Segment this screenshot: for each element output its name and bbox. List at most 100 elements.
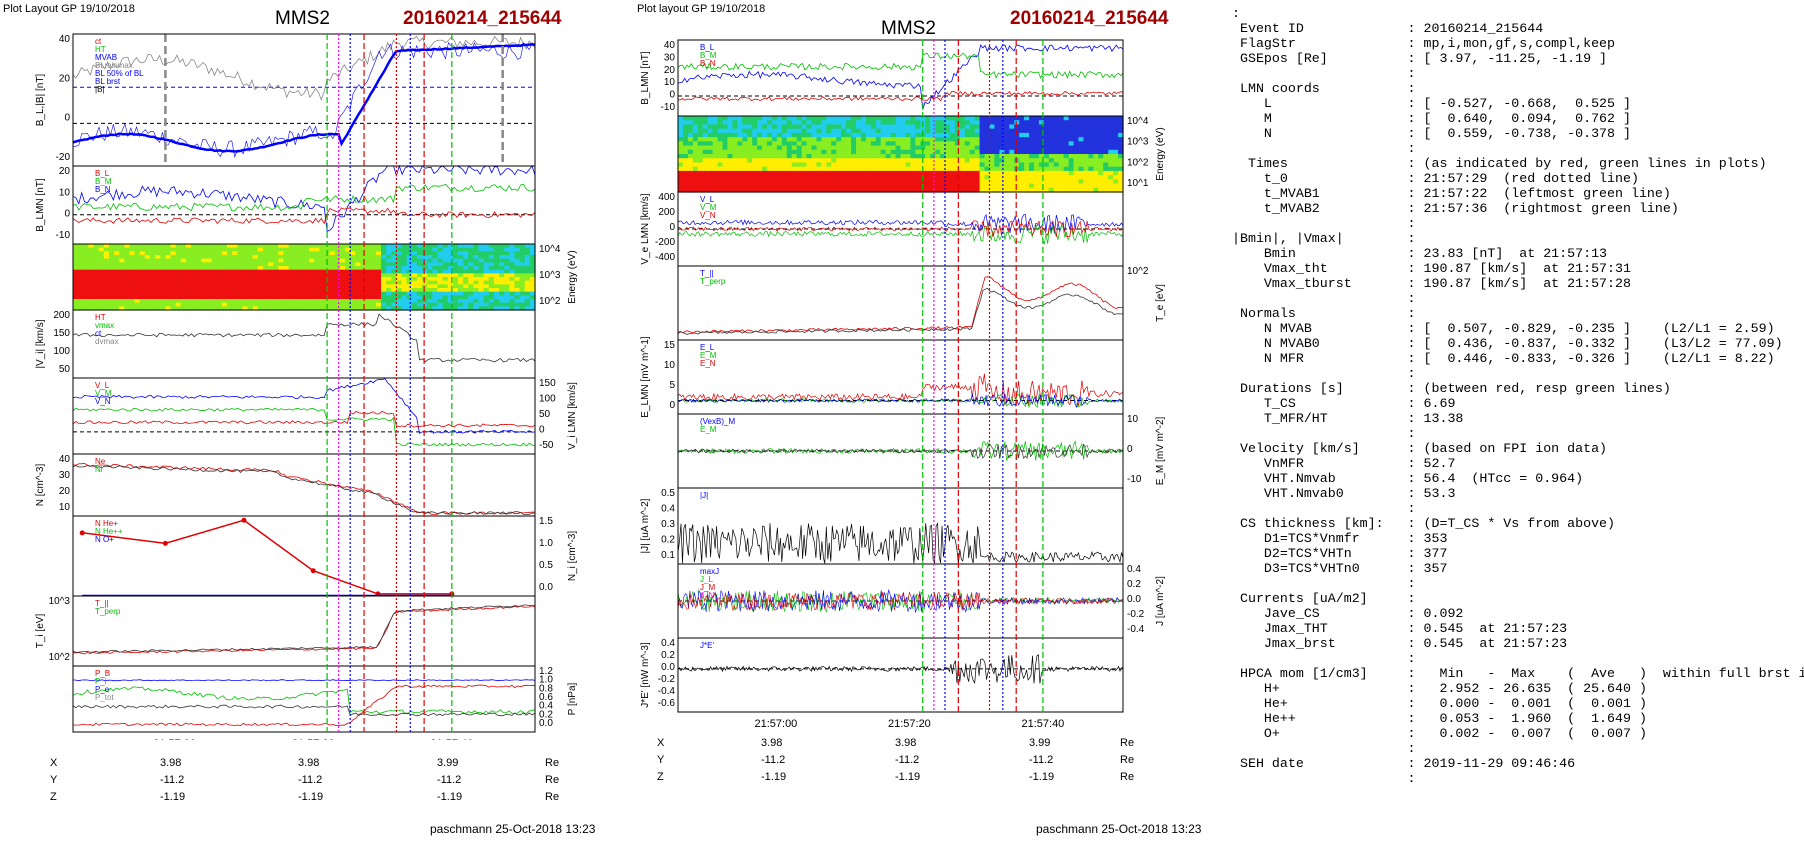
ion-spectrogram-cell xyxy=(319,251,326,256)
info-line: : xyxy=(1232,426,1416,441)
ion-spectrogram-cell xyxy=(350,269,356,274)
ion-spectrogram-cell xyxy=(329,251,336,256)
ion-spectrogram-cell xyxy=(386,255,392,260)
electron-spectrogram-cell xyxy=(747,137,753,142)
electron-spectrogram-cell xyxy=(954,170,961,176)
electron-spectrogram-cell xyxy=(979,120,986,126)
panel-q5-ylabel: E_LMN [mV m^-1] xyxy=(640,336,651,418)
info-line: FlagStr : mp,i,mon,gf,s,compl,keep xyxy=(1232,36,1616,51)
ion-spectrogram-cell xyxy=(206,273,213,278)
electron-spectrogram-cell xyxy=(1009,120,1015,126)
electron-spectrogram-cell xyxy=(1118,175,1124,180)
ion-spectrogram-cell xyxy=(416,280,423,285)
electron-spectrogram-cell xyxy=(930,145,936,151)
ion-spectrogram-cell xyxy=(206,258,213,263)
ion-spectrogram-cell xyxy=(237,255,243,260)
electron-spectrogram-cell xyxy=(1004,145,1010,151)
electron-spectrogram-cell xyxy=(757,145,763,151)
electron-spectrogram-cell xyxy=(1063,154,1070,159)
electron-spectrogram-cell xyxy=(1068,124,1075,130)
electron-spectrogram-cell xyxy=(776,116,783,121)
electron-spectrogram-cell xyxy=(1098,141,1104,147)
electron-spectrogram-cell xyxy=(1014,120,1020,126)
electron-spectrogram-cell xyxy=(1063,120,1070,126)
ion-spectrogram-cell xyxy=(191,306,197,311)
electron-spectrogram-cell xyxy=(949,154,956,159)
electron-spectrogram-cell xyxy=(692,162,699,168)
electron-spectrogram-cell xyxy=(767,116,773,121)
electron-spectrogram-cell xyxy=(856,128,862,134)
ion-spectrogram-cell xyxy=(191,266,197,271)
electron-spectrogram-cell xyxy=(1108,179,1114,185)
electron-spectrogram-cell xyxy=(692,120,699,126)
ion-spectrogram-cell xyxy=(93,262,100,267)
ion-spectrogram-cell xyxy=(124,251,131,256)
electron-spectrogram-cell xyxy=(1118,116,1124,121)
ion-spectrogram-cell xyxy=(375,255,382,260)
panel-p9-legend-item: P_B xyxy=(95,669,110,678)
electron-spectrogram-cell xyxy=(796,132,803,138)
electron-spectrogram-cell xyxy=(910,128,916,134)
ion-spectrogram-cell xyxy=(257,302,264,307)
ion-spectrogram-cell xyxy=(463,306,469,311)
electron-spectrogram-cell xyxy=(737,179,743,185)
electron-spectrogram-cell xyxy=(1009,124,1015,130)
electron-spectrogram-cell xyxy=(1009,187,1015,193)
electron-spectrogram-cell xyxy=(692,145,699,151)
ion-spectrogram-cell xyxy=(227,262,233,267)
electron-spectrogram-cell xyxy=(994,179,1000,185)
electron-spectrogram-cell xyxy=(742,183,748,189)
ion-spectrogram-cell xyxy=(78,266,84,271)
ion-spectrogram-cell xyxy=(339,288,346,293)
electron-spectrogram-cell xyxy=(1004,128,1010,134)
ion-spectrogram-cell xyxy=(329,280,336,285)
ion-spectrogram-cell xyxy=(406,244,413,249)
electron-spectrogram-cell xyxy=(865,149,872,155)
electron-spectrogram-cell xyxy=(697,175,704,180)
ion-spectrogram-cell xyxy=(165,251,172,256)
electron-spectrogram-cell xyxy=(885,162,892,168)
ion-spectrogram-cell xyxy=(108,277,115,282)
electron-spectrogram-cell xyxy=(865,179,872,185)
electron-spectrogram-cell xyxy=(905,154,911,159)
electron-spectrogram-cell xyxy=(890,166,897,172)
ion-spectrogram-cell xyxy=(185,280,192,285)
ion-spectrogram-cell xyxy=(180,277,187,282)
ion-spectrogram-cell xyxy=(88,266,95,271)
ion-spectrogram-cell xyxy=(216,277,223,282)
ion-spectrogram-cell xyxy=(283,255,290,260)
electron-spectrogram-cell xyxy=(890,158,897,164)
electron-spectrogram-cell xyxy=(890,145,897,151)
electron-spectrogram-cell xyxy=(875,183,882,189)
ion-spectrogram-cell xyxy=(134,258,141,263)
ion-spectrogram-cell xyxy=(468,251,474,256)
ion-spectrogram-cell xyxy=(175,284,182,289)
panel-q5-legend-item: E_N xyxy=(700,359,716,368)
electron-spectrogram-cell xyxy=(1103,116,1109,121)
ion-spectrogram-cell xyxy=(499,299,505,304)
electron-spectrogram-cell xyxy=(915,145,921,151)
electron-spectrogram-cell xyxy=(989,120,996,126)
electron-spectrogram-cell xyxy=(747,154,753,159)
electron-spectrogram-cell xyxy=(767,183,773,189)
ion-spectrogram-cell xyxy=(216,247,223,252)
ion-spectrogram-cell xyxy=(221,284,228,289)
electron-spectrogram-cell xyxy=(895,175,902,180)
electron-spectrogram-cell xyxy=(1103,170,1109,176)
ion-spectrogram-cell xyxy=(155,306,161,311)
electron-spectrogram-cell xyxy=(752,175,758,180)
ion-spectrogram-cell xyxy=(170,251,177,256)
ion-spectrogram-cell xyxy=(381,284,387,289)
ion-spectrogram-cell xyxy=(406,266,413,271)
ion-spectrogram-cell xyxy=(278,244,285,249)
electron-spectrogram-cell xyxy=(707,141,714,147)
ion-spectrogram-cell xyxy=(268,277,274,282)
ion-spectrogram-cell xyxy=(114,269,120,274)
electron-spectrogram-cell xyxy=(846,141,852,147)
electron-spectrogram-cell xyxy=(945,179,951,185)
coord-value: 3.98 xyxy=(761,737,783,749)
ion-spectrogram-cell xyxy=(478,247,485,252)
electron-spectrogram-cell xyxy=(989,145,996,151)
ptot-line xyxy=(72,679,536,682)
ion-spectrogram-cell xyxy=(227,255,233,260)
